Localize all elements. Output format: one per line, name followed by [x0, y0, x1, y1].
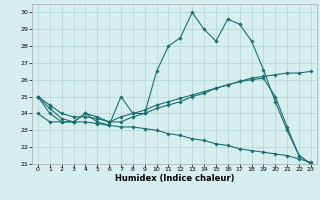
X-axis label: Humidex (Indice chaleur): Humidex (Indice chaleur) — [115, 174, 234, 183]
